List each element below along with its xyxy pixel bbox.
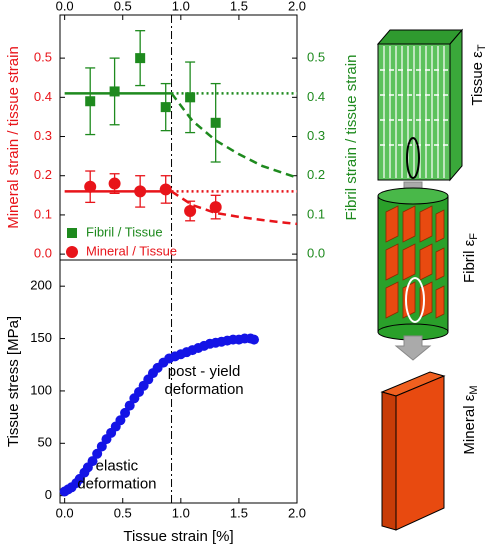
point [96, 441, 107, 452]
point [108, 177, 121, 190]
point [120, 407, 131, 418]
point [135, 53, 146, 64]
fibril-join [379, 330, 447, 333]
tissue-fibrils [383, 46, 445, 178]
y-axis-label: Tissue stress [MPa] [5, 316, 22, 447]
x-tick-label: 0.5 [114, 505, 132, 520]
legend-label: Mineral / Tissue [86, 243, 177, 258]
point [184, 205, 197, 217]
annotation: elastic [96, 457, 139, 474]
subscript: T [476, 44, 488, 51]
point [209, 201, 222, 214]
y-tick-label: 0.5 [34, 50, 52, 65]
point [87, 456, 98, 467]
y-tick-label: 0.3 [34, 128, 52, 143]
label: Fibril ε [461, 239, 478, 283]
tissue-highlight [406, 137, 420, 179]
annotation: deformation [77, 475, 156, 492]
point [84, 180, 97, 193]
fit-line [170, 190, 298, 226]
subscript: F [468, 233, 480, 240]
x-tick-label: 1.0 [172, 505, 190, 520]
mineral-label: Mineral εM [461, 385, 480, 454]
annotation: deformation [164, 381, 243, 398]
y-tick-label: 0 [45, 487, 52, 502]
tissue-side [449, 28, 463, 182]
x-tick-label: 2.0 [288, 0, 306, 13]
y-tick-label: 100 [30, 382, 52, 397]
x-tick-label: 0.0 [56, 0, 74, 13]
y-axis-label: Mineral strain / tissue strain [5, 46, 22, 229]
y2-tick-label: 0.0 [307, 246, 325, 261]
y-tick-label: 0.2 [34, 167, 52, 182]
point [124, 400, 135, 411]
legend-marker [67, 228, 77, 238]
fibril-crystals [385, 205, 445, 319]
fit-line [170, 92, 298, 179]
fibril-label: Fibril εF [461, 233, 480, 283]
point [160, 102, 171, 113]
label: Mineral ε [461, 394, 478, 454]
plot-frame [59, 14, 298, 261]
point [210, 117, 221, 128]
point [92, 448, 103, 459]
point [109, 86, 120, 97]
fibril-highlight [405, 277, 425, 323]
legend-marker [66, 246, 78, 258]
y2-tick-label: 0.4 [307, 89, 325, 104]
x-tick-label: 0.5 [114, 0, 132, 13]
schematic-labels: Tissue εT Fibril εF Mineral εM [461, 44, 488, 454]
x-tick-label: 2.0 [288, 505, 306, 520]
annotation: post - yield [168, 363, 241, 380]
x-axis-label: Tissue strain [%] [123, 528, 233, 545]
point [85, 96, 96, 107]
point [249, 334, 260, 345]
y2-tick-label: 0.2 [307, 167, 325, 182]
mineral-side [381, 391, 397, 531]
mineral-front [395, 375, 445, 531]
tissue-label: Tissue εT [469, 44, 488, 105]
point [134, 185, 147, 198]
y-tick-label: 150 [30, 330, 52, 345]
point [185, 92, 196, 103]
x-tick-label: 1.5 [230, 505, 248, 520]
schematic [376, 28, 464, 531]
y-tick-label: 0.4 [34, 89, 52, 104]
x-tick-label: 1.5 [230, 0, 248, 13]
tissue-gaps [380, 69, 448, 146]
point [159, 183, 172, 196]
y2-axis-label: Fibril strain / tissue strain [343, 55, 360, 221]
tissue-top [376, 29, 464, 45]
y2-tick-label: 0.3 [307, 128, 325, 143]
label: Tissue ε [469, 51, 486, 106]
subscript: M [468, 385, 480, 394]
y2-tick-label: 0.1 [307, 206, 325, 221]
arrow [394, 335, 432, 361]
y-tick-label: 50 [38, 435, 52, 450]
plot-frame [59, 259, 298, 504]
point [115, 415, 126, 426]
fibril-top [377, 187, 449, 205]
x-tick-label: 0.0 [56, 505, 74, 520]
legend-label: Fibril / Tissue [86, 224, 163, 239]
y-tick-label: 0.0 [34, 246, 52, 261]
x-tick-label: 1.0 [172, 0, 190, 13]
y-tick-label: 0.1 [34, 206, 52, 221]
y2-tick-label: 0.5 [307, 50, 325, 65]
y-tick-label: 200 [30, 278, 52, 293]
